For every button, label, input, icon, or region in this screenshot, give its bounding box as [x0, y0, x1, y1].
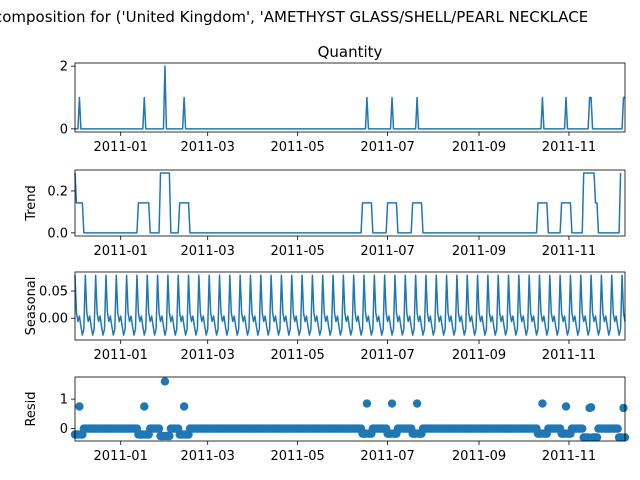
x-tick-label: 2011-07: [360, 449, 414, 464]
resid-point: [140, 402, 149, 411]
panel-4: 2011-01 2011-03 2011-05 2011-07 2011-09 2011-…: [24, 376, 630, 464]
resid-point: [586, 403, 596, 412]
x-tick-label: 2011-05: [270, 449, 324, 464]
x-tick-label: 2011-05: [270, 244, 324, 259]
x-tick-label: 2011-05: [270, 348, 324, 363]
x-tick-label: 2011-01: [94, 348, 148, 363]
resid-point: [362, 399, 372, 408]
x-tick-label: 2011-09: [452, 140, 506, 155]
x-tick-label: 2011-03: [181, 140, 235, 155]
y-tick-label: 1: [60, 393, 68, 408]
y-tick-label: 0.05: [39, 285, 68, 300]
y-tick-label: 0.00: [39, 312, 68, 327]
x-tick-label: 2011-03: [181, 348, 235, 363]
series-line: [74, 274, 626, 336]
x-tick-label: 2011-07: [360, 140, 414, 155]
series-line: [75, 65, 625, 130]
x-tick-label: 2011-09: [452, 449, 506, 464]
resid-point: [165, 431, 174, 441]
figure-suptitle: composition for ('United Kingdom', 'AMET…: [0, 8, 588, 26]
y-tick-label: 2: [60, 60, 68, 75]
resid-point: [613, 424, 622, 433]
x-tick-label: 2011-07: [360, 348, 414, 363]
y-tick-label: 0.0: [47, 226, 68, 241]
x-tick-label: 2011-09: [452, 244, 506, 259]
panel-3: 2011-01 2011-03 2011-05 2011-07 2011-09 2011-…: [24, 271, 626, 363]
axes-frame: [74, 62, 626, 133]
x-tick-label: 2011-01: [94, 449, 148, 464]
panel-2: 2011-01 2011-03 2011-05 2011-07 2011-09 2011-…: [24, 169, 626, 259]
y-axis-label: Trend: [24, 185, 39, 222]
resid-point: [412, 399, 422, 408]
x-tick-label: 2011-01: [94, 140, 148, 155]
x-tick-label: 2011-07: [360, 244, 414, 259]
resid-point: [75, 402, 84, 411]
y-tick-label: 0: [60, 422, 68, 437]
x-tick-label: 2011-11: [542, 140, 596, 155]
axes-frame: [74, 376, 626, 442]
resid-point: [561, 402, 571, 411]
resid-point: [592, 433, 602, 442]
x-tick-label: 2011-05: [270, 140, 324, 155]
resid-point: [179, 402, 189, 411]
x-tick-label: 2011-03: [181, 449, 235, 464]
y-axis-label: Resid: [24, 391, 39, 426]
axes-frame: [74, 169, 626, 237]
x-tick-label: 2011-11: [542, 348, 596, 363]
panel-title: Quantity: [318, 43, 383, 61]
y-axis-label: Seasonal: [24, 277, 39, 336]
y-tick-label: 0.2: [47, 184, 68, 199]
panel-1: 2011-01 2011-03 2011-05 2011-07 2011-09 2011-…: [60, 43, 626, 155]
resid-point: [154, 424, 164, 433]
x-tick-label: 2011-01: [94, 244, 148, 259]
x-tick-label: 2011-11: [542, 449, 596, 464]
series-line: [74, 172, 622, 234]
x-tick-label: 2011-11: [542, 244, 596, 259]
x-tick-label: 2011-09: [452, 348, 506, 363]
y-tick-label: 0: [60, 122, 68, 137]
resid-point: [538, 399, 547, 408]
resid-point: [619, 403, 628, 413]
panels: 2011-01 2011-03 2011-05 2011-07 2011-09 2011-…: [24, 43, 630, 464]
resid-point: [387, 399, 397, 408]
x-tick-label: 2011-03: [181, 244, 235, 259]
resid-point: [160, 377, 170, 386]
resid-point: [578, 424, 587, 433]
axes-frame: [74, 271, 626, 341]
